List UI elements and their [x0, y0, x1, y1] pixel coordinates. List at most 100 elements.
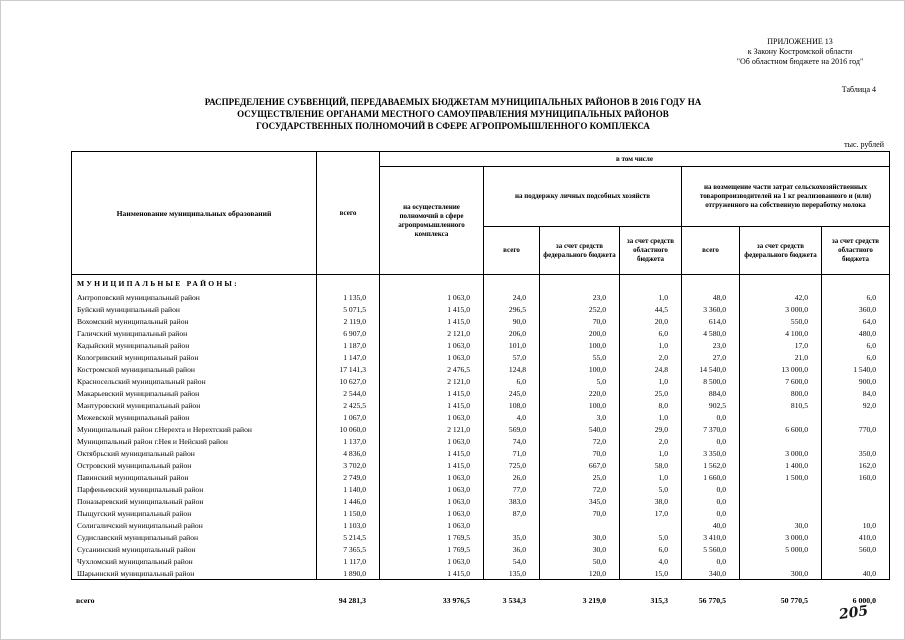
value-cell: [619, 519, 682, 532]
table-row: Буйский муниципальный район 5 071,5 1 415,…: [71, 303, 890, 316]
value-cell: 48,0: [681, 291, 740, 304]
value-cell: 162,0: [821, 459, 890, 472]
value-cell: 800,0: [739, 387, 822, 400]
col-header-including: в том числе: [379, 151, 890, 167]
table-row: Вохомский муниципальный район 2 119,0 1 41…: [71, 315, 890, 328]
value-cell: 1,0: [619, 339, 682, 352]
value-cell: 100,0: [539, 339, 620, 352]
value-cell: 1 769,5: [379, 531, 484, 544]
col-header-total: всего: [316, 151, 380, 275]
district-name: Чухломский муниципальный район: [71, 555, 317, 568]
empty-cell: [379, 274, 484, 292]
value-cell: 725,0: [483, 459, 540, 472]
value-cell: 2 121,0: [379, 423, 484, 436]
value-cell: 569,0: [483, 423, 540, 436]
value-cell: 2 121,0: [379, 327, 484, 340]
value-cell: [821, 435, 890, 448]
totals-value: 3 219,0: [582, 595, 606, 605]
value-cell: 2,0: [619, 351, 682, 364]
value-cell: 540,0: [539, 423, 620, 436]
subventions-table: Наименование муниципальных образований в…: [71, 151, 890, 580]
section-row: МУНИЦИПАЛЬНЫЕ РАЙОНЫ:: [71, 274, 890, 292]
table-row: Судиславский муниципальный район 5 214,5 1…: [71, 531, 890, 544]
table-row: Красносельский муниципальный район 10 627…: [71, 375, 890, 388]
empty-cell: [681, 274, 740, 292]
value-cell: 1 063,0: [379, 339, 484, 352]
value-cell: 0,0: [681, 483, 740, 496]
value-cell: 1 063,0: [379, 555, 484, 568]
value-cell: 70,0: [539, 447, 620, 460]
appendix-line: ПРИЛОЖЕНИЕ 13: [767, 37, 833, 46]
empty-cell: [739, 274, 822, 292]
empty-cell: [316, 274, 380, 292]
value-cell: 57,0: [483, 351, 540, 364]
value-cell: 2,0: [619, 435, 682, 448]
value-cell: 252,0: [539, 303, 620, 316]
table-row: Кологривский муниципальный район 1 147,0 1…: [71, 351, 890, 364]
value-cell: 92,0: [821, 399, 890, 412]
value-cell: 101,0: [483, 339, 540, 352]
district-name: Пыщугский муниципальный район: [71, 507, 317, 520]
col-header-support-regional: за счет средств областного бюджета: [619, 226, 682, 275]
col-header-milk-total: всего: [681, 226, 740, 275]
value-cell: 1 063,0: [379, 483, 484, 496]
col-header-name: Наименование муниципальных образований: [71, 151, 317, 275]
value-cell: 1 063,0: [379, 507, 484, 520]
col-header-milk-group: на возмещение части затрат сельскохозяйс…: [681, 166, 890, 227]
value-cell: 23,0: [681, 339, 740, 352]
value-cell: 3,0: [539, 411, 620, 424]
value-cell: 54,0: [483, 555, 540, 568]
totals-tr: всего 94 281,3 33 976,5 3 534,3 3 219,0 …: [71, 593, 889, 607]
value-cell: 0,0: [681, 495, 740, 508]
value-cell: 120,0: [539, 567, 620, 580]
value-cell: 135,0: [483, 567, 540, 580]
title-line: ГОСУДАРСТВЕННЫХ ПОЛНОМОЧИЙ В СФЕРЕ АГРОП…: [256, 121, 650, 131]
value-cell: 23,0: [539, 291, 620, 304]
district-name: Островский муниципальный район: [71, 459, 317, 472]
value-cell: 1 415,0: [379, 315, 484, 328]
units-label: тыс. рублей: [844, 140, 884, 149]
value-cell: 2 476,5: [379, 363, 484, 376]
district-name: Парфеньевский муниципальный район: [71, 483, 317, 496]
value-cell: 3 360,0: [681, 303, 740, 316]
district-name: Сусанинский муниципальный район: [71, 543, 317, 556]
value-cell: 2 119,0: [316, 315, 380, 328]
value-cell: 6,0: [821, 291, 890, 304]
table-row: Пыщугский муниципальный район 1 150,0 1 06…: [71, 507, 890, 520]
value-cell: 550,0: [739, 315, 822, 328]
totals-row: всего 94 281,3 33 976,5 3 534,3 3 219,0 …: [71, 593, 889, 607]
value-cell: 2 425,5: [316, 399, 380, 412]
district-name: Солигаличский муниципальный район: [71, 519, 317, 532]
value-cell: 206,0: [483, 327, 540, 340]
value-cell: 42,0: [739, 291, 822, 304]
value-cell: 1,0: [619, 471, 682, 484]
value-cell: 8 500,0: [681, 375, 740, 388]
value-cell: 1,0: [619, 447, 682, 460]
district-name: Поназыревский муниципальный район: [71, 495, 317, 508]
value-cell: 3 350,0: [681, 447, 740, 460]
value-cell: 6 600,0: [739, 423, 822, 436]
value-cell: 7 600,0: [739, 375, 822, 388]
value-cell: 0,0: [681, 507, 740, 520]
value-cell: 30,0: [739, 519, 822, 532]
value-cell: 0,0: [681, 435, 740, 448]
value-cell: 38,0: [619, 495, 682, 508]
value-cell: [739, 555, 822, 568]
value-cell: [739, 411, 822, 424]
table-row: Муниципальный район г.Нея и Нейский райо…: [71, 435, 890, 448]
value-cell: 5 000,0: [739, 543, 822, 556]
value-cell: 71,0: [483, 447, 540, 460]
value-cell: 5,0: [539, 375, 620, 388]
value-cell: 1 187,0: [316, 339, 380, 352]
table-row: Галичский муниципальный район 6 907,0 2 12…: [71, 327, 890, 340]
district-name: Красносельский муниципальный район: [71, 375, 317, 388]
value-cell: 7 370,0: [681, 423, 740, 436]
section-label: МУНИЦИПАЛЬНЫЕ РАЙОНЫ:: [71, 274, 317, 292]
value-cell: 1 067,0: [316, 411, 380, 424]
col-header-support-total: всего: [483, 226, 540, 275]
value-cell: 4 100,0: [739, 327, 822, 340]
value-cell: 30,0: [539, 531, 620, 544]
value-cell: 3 000,0: [739, 303, 822, 316]
value-cell: 2 749,0: [316, 471, 380, 484]
value-cell: 1 415,0: [379, 303, 484, 316]
